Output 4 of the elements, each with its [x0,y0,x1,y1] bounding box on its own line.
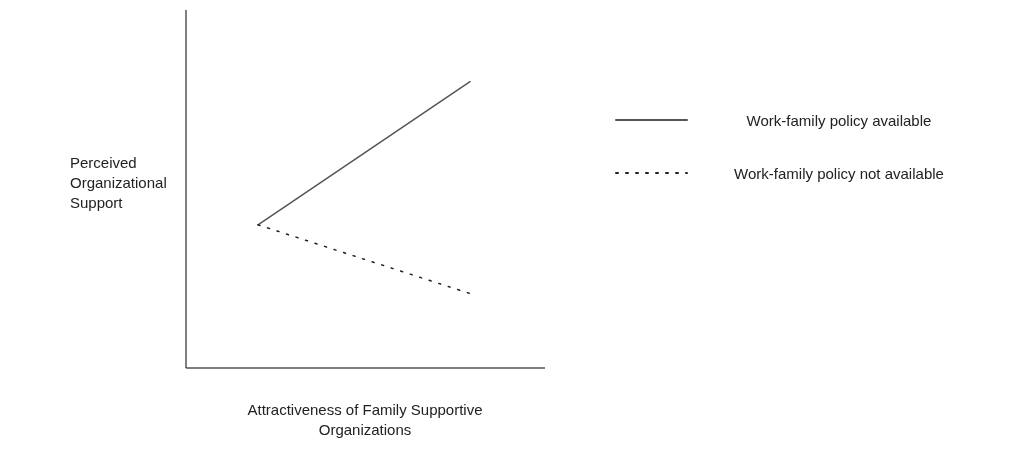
text: Work-family policy available [745,111,933,129]
y-axis-title: Perceived Organizational Support [70,153,168,213]
x-axis-title: Attractiveness of Family Supportive Organizations [246,400,484,440]
text: Work-family policy not available [733,164,945,182]
